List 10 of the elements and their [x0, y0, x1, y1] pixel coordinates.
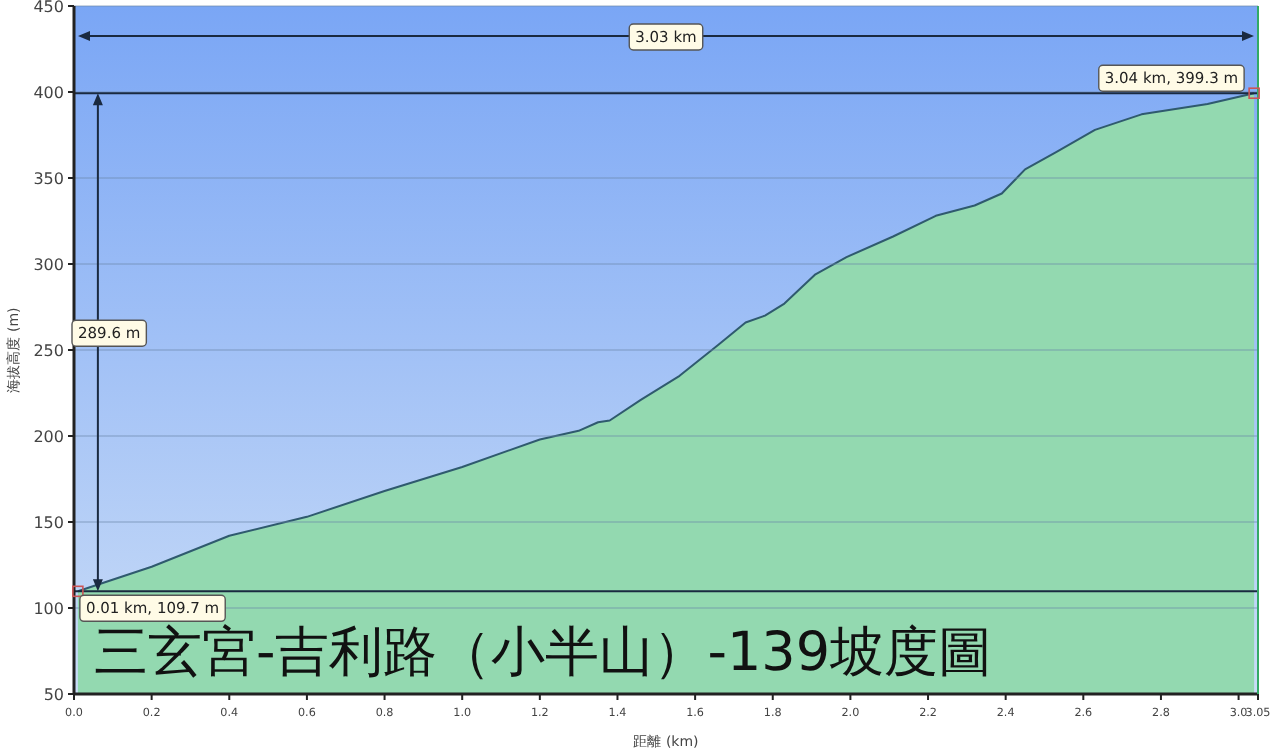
y-tick-label: 300: [33, 256, 64, 274]
text: 三玄宮-吉利路（小半山）-139坡度圖: [94, 622, 993, 684]
y-tick-label: 350: [33, 170, 64, 188]
y-tick-label: 450: [33, 0, 64, 16]
y-tick-label: 150: [33, 514, 64, 532]
y-tick-label: 200: [33, 428, 64, 446]
y-tick-label: 50: [43, 686, 64, 704]
y-tick-label: 250: [33, 342, 64, 360]
y-tick-label: 100: [33, 600, 64, 618]
y-tick-label: 400: [33, 84, 64, 102]
